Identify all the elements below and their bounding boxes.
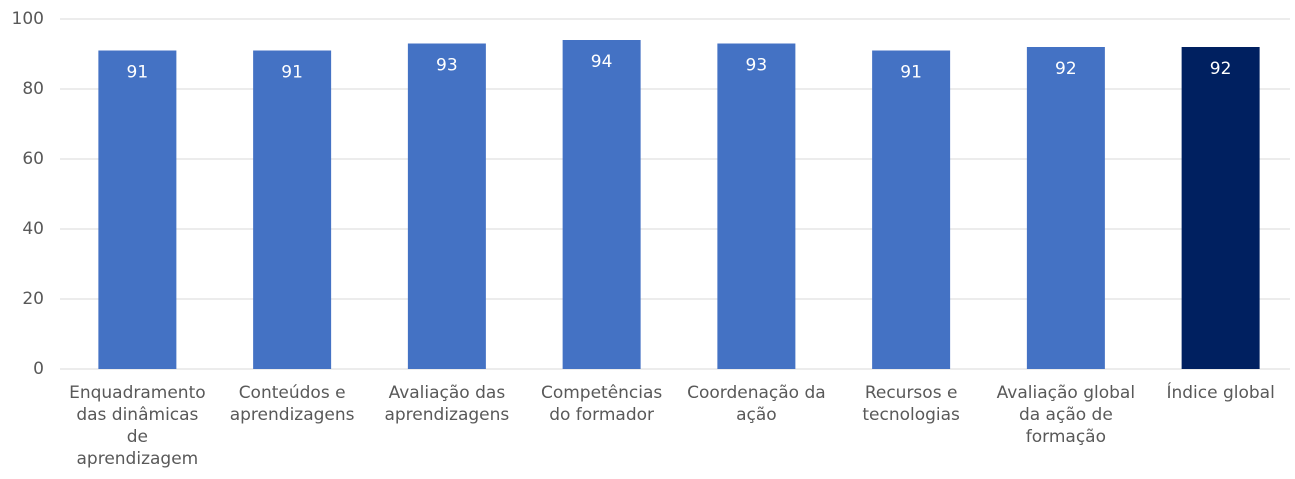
x-tick-label: Avaliação global da ação de formação <box>996 383 1136 447</box>
y-tick-label: 20 <box>22 289 44 309</box>
x-tick-label: Índice global <box>1166 383 1275 403</box>
x-tick-label: Avaliação das aprendizagens <box>384 383 510 425</box>
bar <box>253 50 332 369</box>
value-label: 93 <box>746 56 768 76</box>
bar <box>1026 47 1105 369</box>
value-label: 91 <box>281 63 303 83</box>
y-tick-label: 100 <box>12 9 44 29</box>
y-tick-label: 60 <box>22 149 44 169</box>
x-tick-label: Conteúdos e aprendizagens <box>229 383 355 425</box>
value-label: 93 <box>436 56 458 76</box>
value-label: 92 <box>1055 59 1077 79</box>
value-label: 94 <box>591 52 613 72</box>
y-tick-label: 40 <box>22 219 44 239</box>
y-tick-label: 80 <box>22 79 44 99</box>
bar <box>1181 47 1260 369</box>
bar <box>407 43 486 369</box>
x-tick-label: Recursos e tecnologias <box>862 383 960 425</box>
value-label: 91 <box>900 63 922 83</box>
value-label: 92 <box>1210 59 1232 79</box>
bar <box>717 43 796 369</box>
y-tick-label: 0 <box>33 359 44 379</box>
bar <box>98 50 177 369</box>
bar <box>872 50 951 369</box>
x-tick-label: Competências do formador <box>540 383 663 425</box>
value-label: 91 <box>127 63 149 83</box>
x-tick-label: Coordenação da ação <box>687 383 826 425</box>
x-tick-label: Enquadramento das dinâmicas de aprendiza… <box>69 383 206 469</box>
bar <box>562 40 641 369</box>
